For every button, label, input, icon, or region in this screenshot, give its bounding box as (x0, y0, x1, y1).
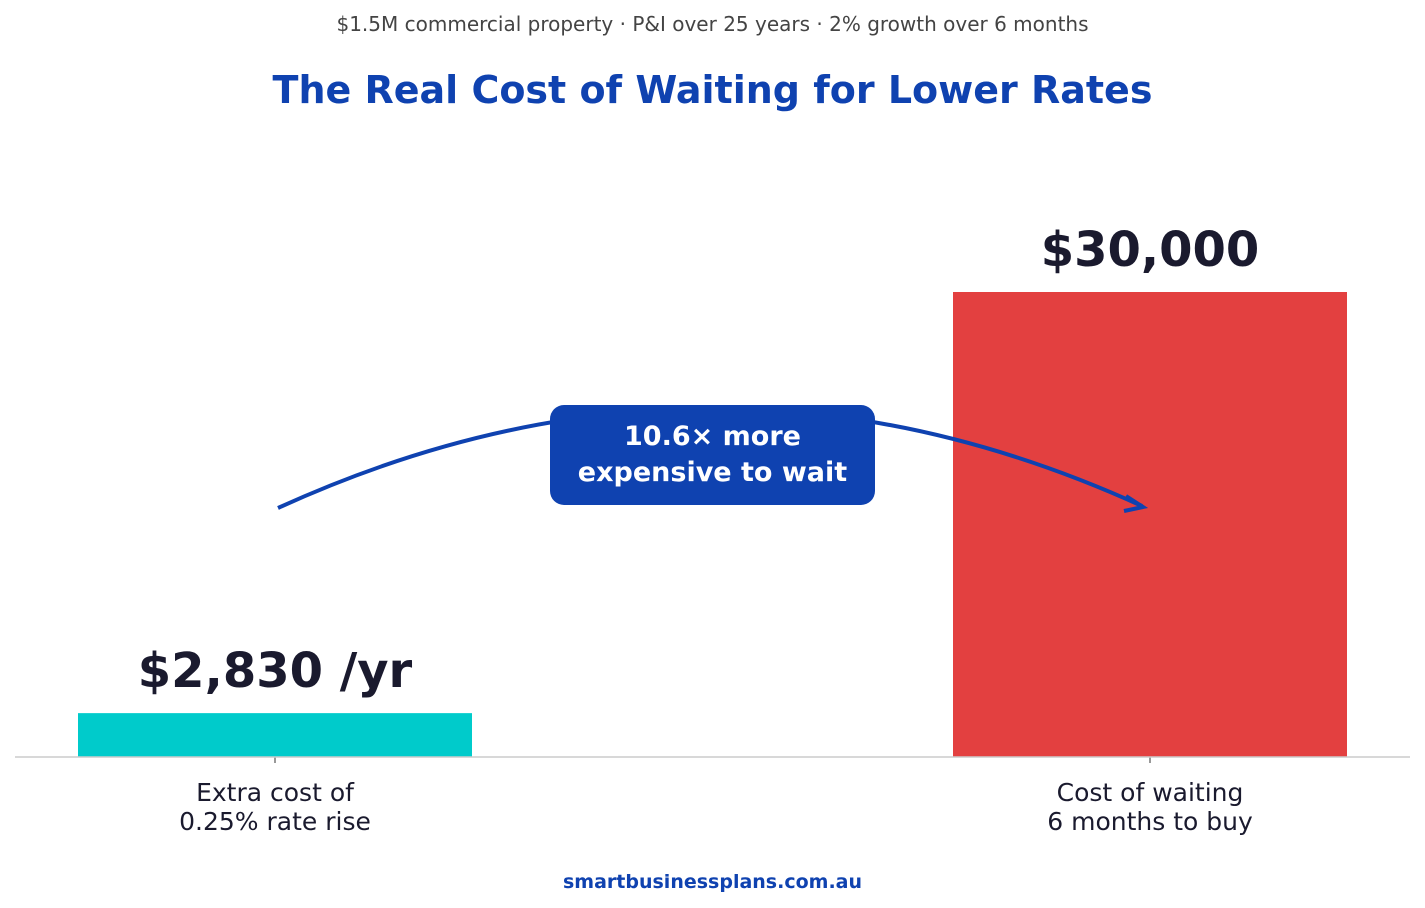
x-tick-label: Cost of waiting 6 months to buy (1047, 778, 1253, 836)
chart-title: The Real Cost of Waiting for Lower Rates (272, 68, 1153, 112)
footer-url[interactable]: smartbusinessplans.com.au (562, 871, 863, 893)
data-label: $2,830 /yr (138, 643, 413, 699)
chart-subtitle: $1.5M commercial property · P&I over 25 … (336, 12, 1089, 36)
bar (953, 292, 1347, 757)
data-label: $30,000 (1041, 222, 1260, 278)
x-tick-label: Extra cost of 0.25% rate rise (179, 778, 371, 836)
ratio-callout: 10.6× more expensive to wait (550, 405, 875, 505)
arrowhead-icon (1123, 494, 1149, 513)
bar (78, 713, 472, 757)
